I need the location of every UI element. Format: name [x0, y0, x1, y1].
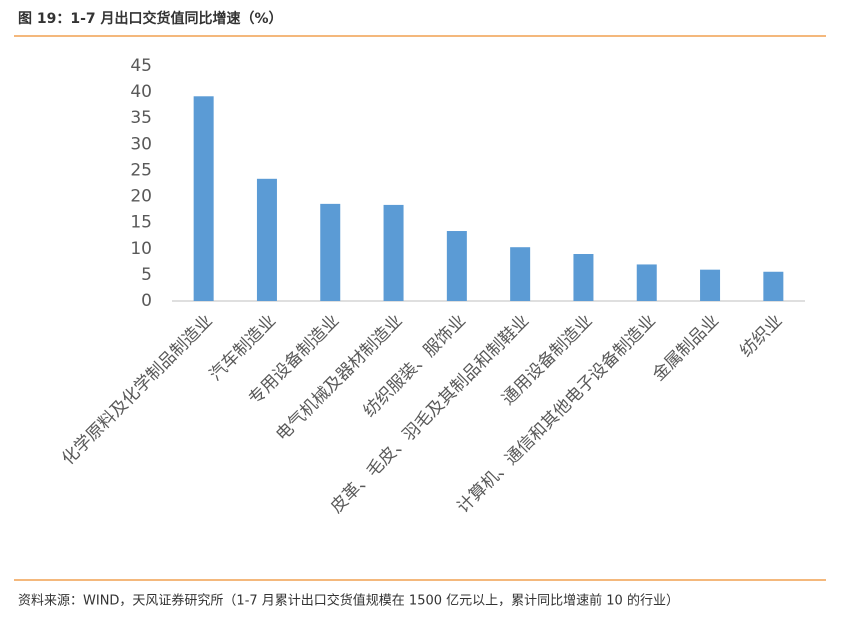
x-tick-label: 金属制品业 [649, 311, 723, 385]
bar [193, 96, 214, 302]
bar [763, 271, 784, 301]
y-tick-label: 20 [130, 187, 152, 207]
y-tick-label: 15 [130, 213, 152, 233]
y-tick-label: 25 [130, 160, 152, 180]
y-tick-label: 10 [130, 239, 152, 259]
x-tick-label: 化学原料及化学制品制造业 [58, 311, 216, 469]
x-tick-label: 纺织业 [736, 311, 786, 361]
bar [383, 204, 404, 301]
bar [256, 178, 277, 301]
y-tick-label: 35 [130, 108, 152, 128]
bar [573, 254, 594, 301]
y-tick-label: 40 [130, 82, 152, 102]
y-tick-label: 30 [130, 134, 152, 154]
y-tick-label: 5 [141, 265, 152, 285]
bar [636, 264, 657, 301]
chart-title: 图 19：1-7 月出口交货值同比增速（%） [18, 10, 283, 27]
bar [510, 247, 531, 301]
y-tick-label: 0 [141, 291, 152, 311]
bar [446, 231, 467, 301]
source-note: 资料来源：WIND，天风证券研究所（1-7 月累计出口交货值规模在 1500 亿… [18, 593, 679, 609]
bar [320, 203, 341, 301]
bar [700, 269, 721, 301]
x-tick-label: 电气机械及器材制造业 [272, 311, 406, 445]
y-tick-label: 45 [130, 56, 152, 76]
